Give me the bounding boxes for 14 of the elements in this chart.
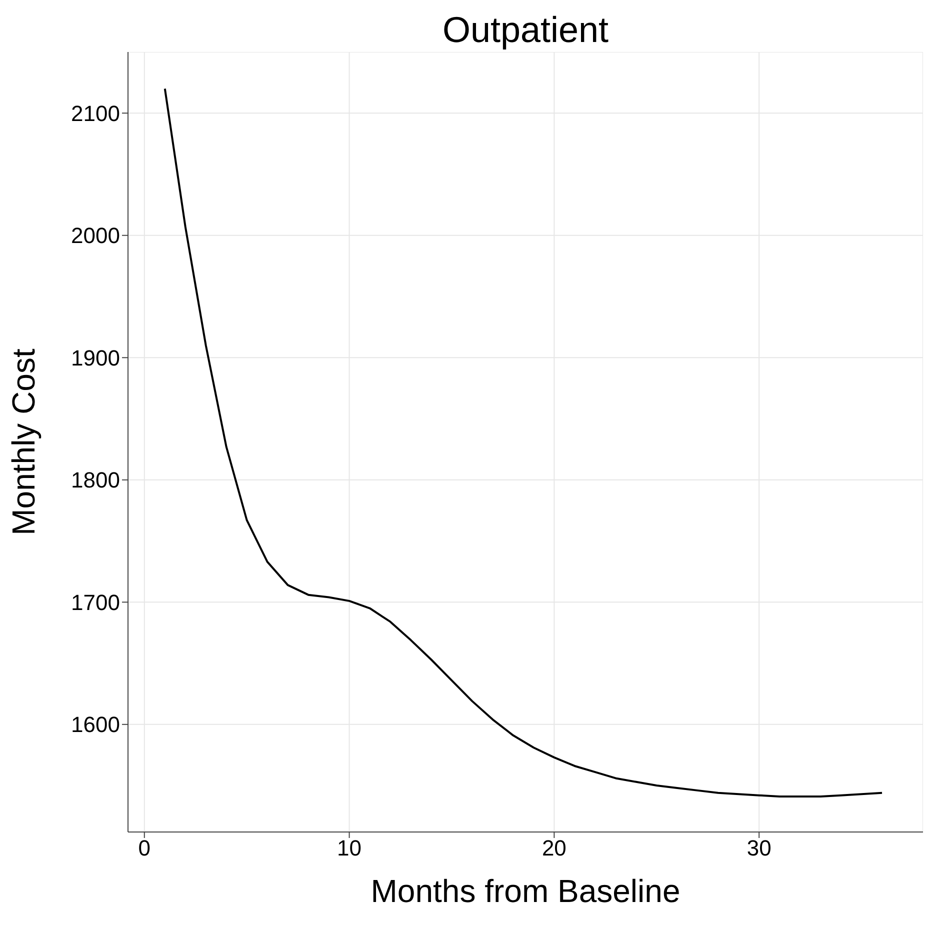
chart-title: Outpatient: [441, 8, 610, 52]
y-tick-label: 1800: [71, 468, 120, 493]
line-series: [164, 88, 884, 798]
y-tick-label: 2100: [71, 100, 120, 126]
x-tick-label: 20: [542, 836, 566, 861]
x-tick-label: 30: [746, 836, 772, 861]
y-tick-label: 1700: [71, 590, 120, 615]
y-tick-label: 1900: [71, 345, 120, 370]
x-tick-label: 10: [337, 836, 362, 861]
x-axis-title: Months from Baseline: [370, 873, 680, 909]
y-tick-label: 1600: [71, 712, 120, 738]
x-tick-label: 0: [138, 836, 151, 861]
y-axis-title: Monthly Cost: [5, 348, 42, 536]
y-tick-label: 2000: [71, 223, 120, 248]
